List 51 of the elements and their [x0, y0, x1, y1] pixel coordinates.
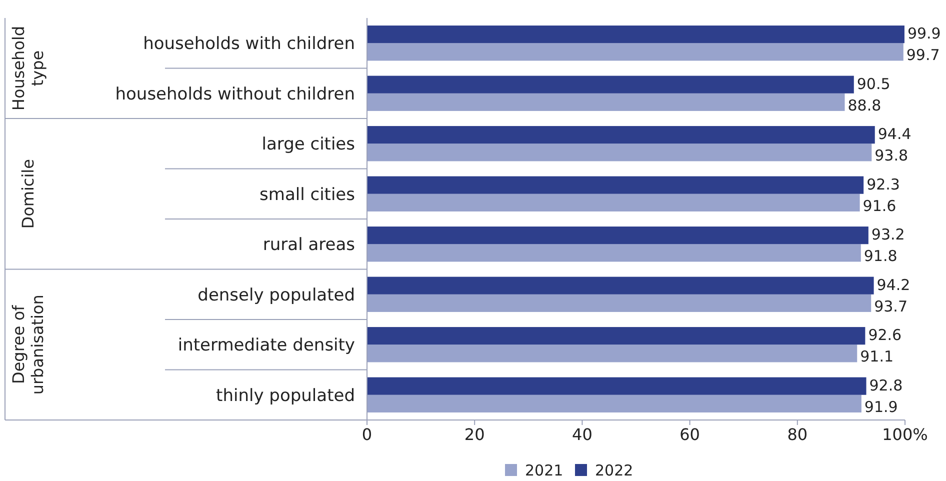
y-tick-label: intermediate density — [178, 336, 355, 356]
data-label: 91.8 — [864, 247, 898, 266]
bar — [367, 276, 874, 294]
bar — [367, 43, 904, 61]
bar — [367, 144, 872, 162]
y-tick-label: densely populated — [198, 285, 355, 306]
bar — [367, 126, 875, 144]
legend-label: 2021 — [525, 461, 564, 480]
data-label: 94.2 — [876, 276, 910, 294]
data-label: 93.2 — [871, 226, 905, 244]
x-tick-label: 40 — [572, 425, 592, 444]
y-tick-label: households with children — [143, 34, 355, 54]
x-tick-label: 60 — [680, 425, 700, 444]
data-label: 91.1 — [860, 348, 894, 366]
data-label: 92.3 — [866, 175, 900, 194]
text: Degree of urbanisation — [9, 294, 48, 395]
data-label: 88.8 — [848, 96, 882, 114]
text: Household type — [9, 26, 48, 111]
bar — [367, 377, 866, 395]
data-label: 91.6 — [862, 196, 896, 215]
data-label: 99.7 — [906, 46, 940, 64]
data-label: 91.9 — [864, 398, 898, 416]
bar — [367, 176, 864, 194]
data-label: 93.8 — [874, 146, 908, 165]
y-tick-label: thinly populated — [216, 386, 355, 406]
data-label: 93.7 — [874, 297, 908, 316]
y-tick-label: small cities — [260, 184, 356, 205]
data-label: 94.4 — [878, 125, 912, 144]
text: Domicile — [18, 159, 38, 229]
data-label: 92.8 — [869, 376, 903, 394]
bar — [367, 394, 862, 412]
x-tick-label: 0 — [362, 425, 372, 444]
y-tick-label: rural areas — [262, 235, 356, 256]
bar — [367, 194, 860, 212]
bar — [367, 226, 868, 244]
bar — [367, 76, 854, 94]
data-label: 90.5 — [856, 74, 890, 93]
y-tick-label: large cities — [262, 134, 356, 155]
y-tick-label: households without children — [115, 84, 355, 104]
bar — [367, 294, 872, 312]
legend-label: 2022 — [595, 461, 634, 480]
x-tick-label: 20 — [464, 425, 485, 444]
x-tick-label: 80 — [787, 425, 808, 444]
bar — [367, 327, 866, 345]
bar — [367, 26, 904, 44]
data-label: 92.6 — [868, 326, 902, 344]
bar — [367, 344, 858, 362]
data-label: 99.9 — [907, 24, 941, 43]
bar — [367, 244, 861, 262]
bar — [367, 93, 845, 111]
x-tick-label: 100% — [882, 425, 928, 444]
